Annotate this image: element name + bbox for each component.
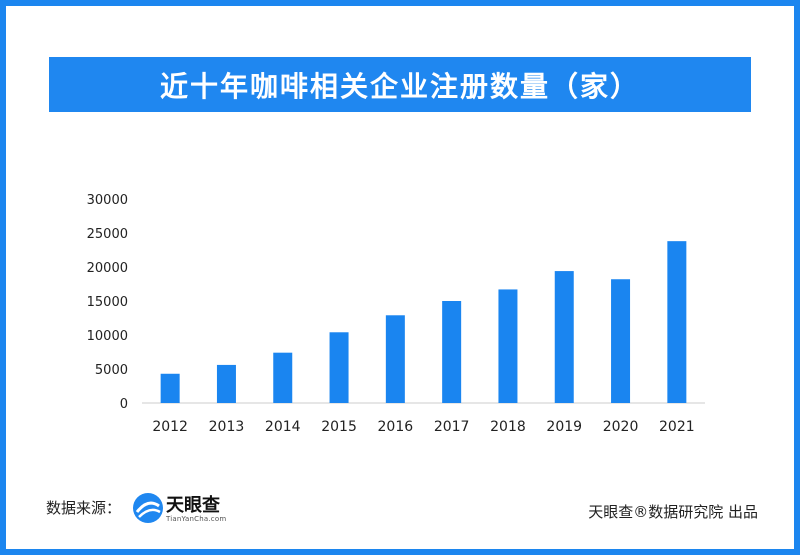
y-tick-label: 0	[120, 397, 128, 412]
x-tick-label: 2013	[209, 419, 245, 435]
y-tick-label: 15000	[87, 295, 128, 310]
logo-domain: TianYanCha.com	[166, 515, 227, 523]
tianyancha-logo-icon	[133, 493, 163, 523]
x-tick-label: 2015	[321, 419, 357, 435]
x-tick-label: 2021	[659, 419, 695, 435]
bar-2019	[554, 271, 574, 403]
x-tick-label: 2020	[603, 419, 639, 435]
bar-2018	[498, 289, 518, 403]
logo-name: 天眼查	[166, 495, 220, 516]
bar-2014	[273, 352, 293, 403]
y-tick-label: 25000	[87, 227, 128, 242]
x-tick-label: 2016	[378, 419, 414, 435]
credit-text: 天眼查®数据研究院 出品	[588, 503, 758, 521]
y-tick-label: 10000	[87, 329, 128, 344]
source-label: 数据来源：	[46, 499, 122, 517]
x-tick-label: 2012	[152, 419, 188, 435]
y-tick-label: 5000	[95, 363, 128, 378]
bar-2021	[667, 241, 687, 403]
y-tick-label: 30000	[87, 193, 128, 208]
x-tick-label: 2014	[265, 419, 301, 435]
bar-2015	[329, 332, 349, 403]
bar-2017	[442, 301, 462, 403]
bar-2020	[611, 279, 631, 403]
y-tick-label: 20000	[87, 261, 128, 276]
chart-title-bar: 近十年咖啡相关企业注册数量（家）	[49, 57, 751, 112]
x-tick-label: 2017	[434, 419, 470, 435]
x-tick-label: 2018	[490, 419, 526, 435]
bar-2012	[160, 373, 180, 403]
bar-2016	[385, 315, 405, 403]
tianyancha-logo: 天眼查 TianYanCha.com	[130, 490, 250, 530]
x-tick-label: 2019	[546, 419, 582, 435]
chart-title: 近十年咖啡相关企业注册数量（家）	[159, 69, 640, 103]
bar-2013	[216, 364, 236, 403]
